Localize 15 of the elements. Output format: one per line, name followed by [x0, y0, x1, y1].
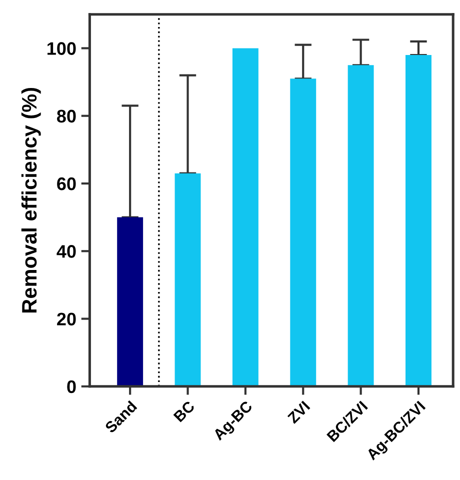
y-tick-label: 20	[57, 312, 76, 326]
bar	[348, 65, 374, 386]
y-tick-label: 0	[67, 380, 76, 394]
x-tick-label: BC	[173, 400, 196, 422]
y-tick-label: 40	[56, 245, 76, 258]
y-tick-label: 100	[48, 42, 76, 55]
bar	[117, 217, 144, 386]
y-tick-label: 60	[57, 177, 76, 190]
x-tick-label: ZVI	[287, 400, 310, 424]
bar	[406, 54, 432, 386]
bar	[290, 78, 316, 386]
bar	[232, 48, 258, 386]
y-tick-label: 80	[56, 110, 76, 123]
y-axis-title: Removal efficiency (%)	[21, 88, 41, 312]
bar	[174, 173, 201, 386]
